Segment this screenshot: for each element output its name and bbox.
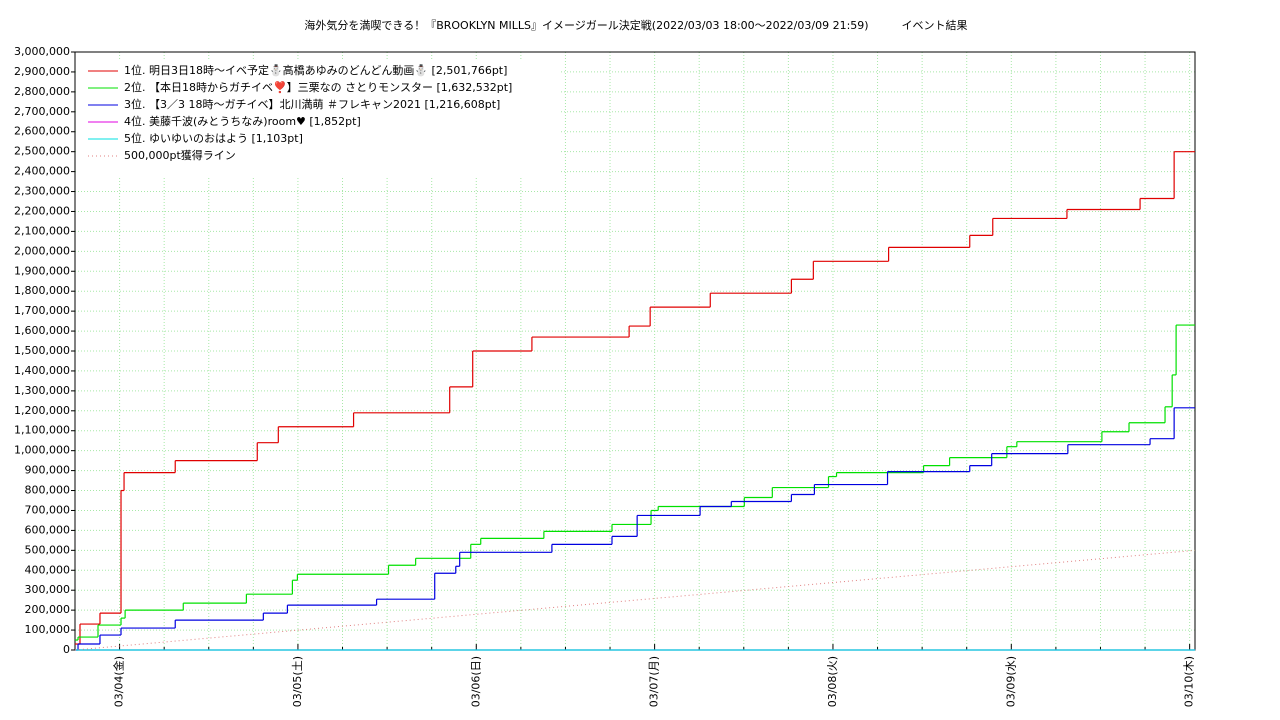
y-tick-label: 2,000,000 xyxy=(14,244,70,257)
y-tick-label: 1,300,000 xyxy=(14,384,70,397)
legend: 1位. 明日3日18時〜イベ予定⛄高橋あゆみのどんどん動画⛄ [2,501,76… xyxy=(76,59,561,176)
y-tick-label: 2,200,000 xyxy=(14,204,70,217)
y-tick-label: 2,100,000 xyxy=(14,224,70,237)
series xyxy=(75,407,1195,651)
y-tick-label: 2,700,000 xyxy=(14,105,70,118)
y-tick-label: 100,000 xyxy=(25,623,71,636)
y-tick-label: 800,000 xyxy=(25,484,71,497)
y-tick-label: 2,300,000 xyxy=(14,185,70,198)
y-tick-label: 600,000 xyxy=(25,523,71,536)
y-tick-label: 200,000 xyxy=(25,603,71,616)
y-tick-label: 1,800,000 xyxy=(14,284,70,297)
line xyxy=(74,549,1196,651)
x-tick-label: 03/04(金) xyxy=(112,656,126,707)
y-tick-label: 1,200,000 xyxy=(14,404,70,417)
y-tick-label: 0 xyxy=(63,643,70,656)
legend-label: 500,000pt獲得ライン xyxy=(124,149,236,162)
legend-label: 5位. ゆいゆいのおはよう [1,103pt] xyxy=(124,131,303,145)
y-tick-label: 1,500,000 xyxy=(14,344,70,357)
y-tick-label: 2,900,000 xyxy=(14,65,70,78)
y-tick-label: 1,700,000 xyxy=(14,304,70,317)
y-tick-label: 1,400,000 xyxy=(14,364,70,377)
y-tick-label: 2,400,000 xyxy=(14,165,70,178)
legend-box xyxy=(76,59,561,176)
y-tick-label: 300,000 xyxy=(25,583,71,596)
y-tick-label: 1,100,000 xyxy=(14,424,70,437)
series xyxy=(75,151,1195,645)
y-tick-label: 1,000,000 xyxy=(14,444,70,457)
x-tick-label: 03/10(木) xyxy=(1183,656,1196,707)
y-tick-label: 1,900,000 xyxy=(14,264,70,277)
legend-label: 1位. 明日3日18時〜イベ予定⛄高橋あゆみのどんどん動画⛄ [2,501,76… xyxy=(124,63,507,77)
legend-label: 3位. 【3／3 18時〜ガチイベ】北川満萌 ＃フレキャン2021 [1,216… xyxy=(124,97,500,111)
series xyxy=(75,324,1195,641)
x-tick-label: 03/07(月) xyxy=(648,656,661,707)
chart-title: 海外気分を満喫できる！『BROOKLYN MILLS』イメージガール決定戦(20… xyxy=(304,18,967,32)
y-tick-label: 900,000 xyxy=(25,464,71,477)
x-tick-label: 03/05(土) xyxy=(291,656,304,707)
series xyxy=(74,549,1196,651)
x-tick-label: 03/08(火) xyxy=(826,656,839,707)
y-tick-label: 2,500,000 xyxy=(14,145,70,158)
y-tick-label: 400,000 xyxy=(25,563,71,576)
y-tick-label: 2,800,000 xyxy=(14,85,70,98)
y-tick-label: 500,000 xyxy=(25,543,71,556)
y-tick-label: 3,000,000 xyxy=(14,45,70,58)
y-tick-label: 2,600,000 xyxy=(14,125,70,138)
x-tick-label: 03/06(日) xyxy=(469,656,482,707)
legend-label: 4位. 美藤千波(みとうちなみ)room♥ [1,852pt] xyxy=(124,114,361,128)
y-tick-label: 700,000 xyxy=(25,503,71,516)
x-tick-label: 03/09(水) xyxy=(1004,656,1017,707)
legend-label: 2位. 【本日18時からガチイベ❣️】三栗なの さとりモンスター [1,632,… xyxy=(124,80,512,94)
y-tick-label: 1,600,000 xyxy=(14,324,70,337)
